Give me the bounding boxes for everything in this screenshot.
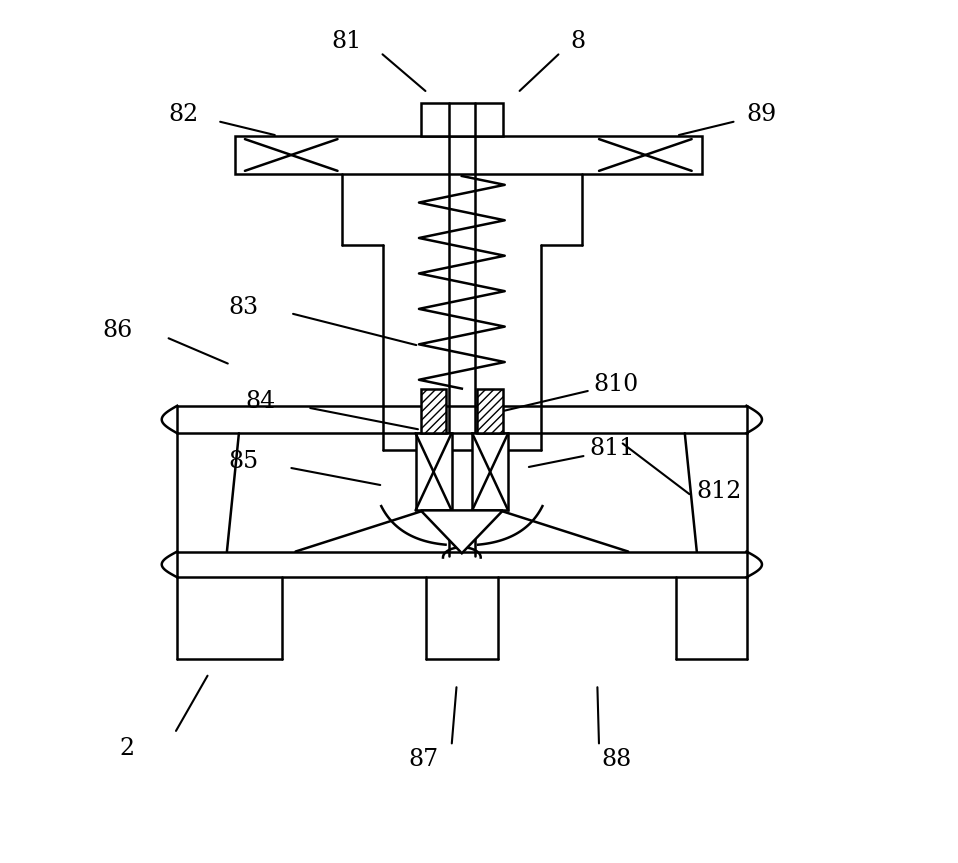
Text: 84: 84 bbox=[245, 390, 276, 413]
Text: 85: 85 bbox=[228, 450, 259, 473]
Bar bbox=[477, 388, 503, 433]
Text: 2: 2 bbox=[120, 737, 135, 760]
Text: 8: 8 bbox=[570, 30, 585, 53]
Bar bbox=[421, 388, 446, 433]
Text: 810: 810 bbox=[594, 373, 639, 396]
Text: 89: 89 bbox=[747, 103, 777, 126]
Bar bbox=[416, 433, 451, 510]
Text: 83: 83 bbox=[228, 296, 259, 318]
Text: 811: 811 bbox=[589, 438, 634, 460]
Text: 81: 81 bbox=[331, 30, 361, 53]
Text: 812: 812 bbox=[696, 480, 741, 503]
Bar bbox=[235, 135, 702, 174]
Text: 87: 87 bbox=[408, 747, 439, 771]
Bar bbox=[472, 433, 508, 510]
Polygon shape bbox=[421, 510, 503, 553]
Text: 82: 82 bbox=[168, 103, 198, 126]
Bar bbox=[422, 103, 503, 135]
Text: 88: 88 bbox=[601, 747, 631, 771]
Text: 86: 86 bbox=[103, 318, 132, 342]
